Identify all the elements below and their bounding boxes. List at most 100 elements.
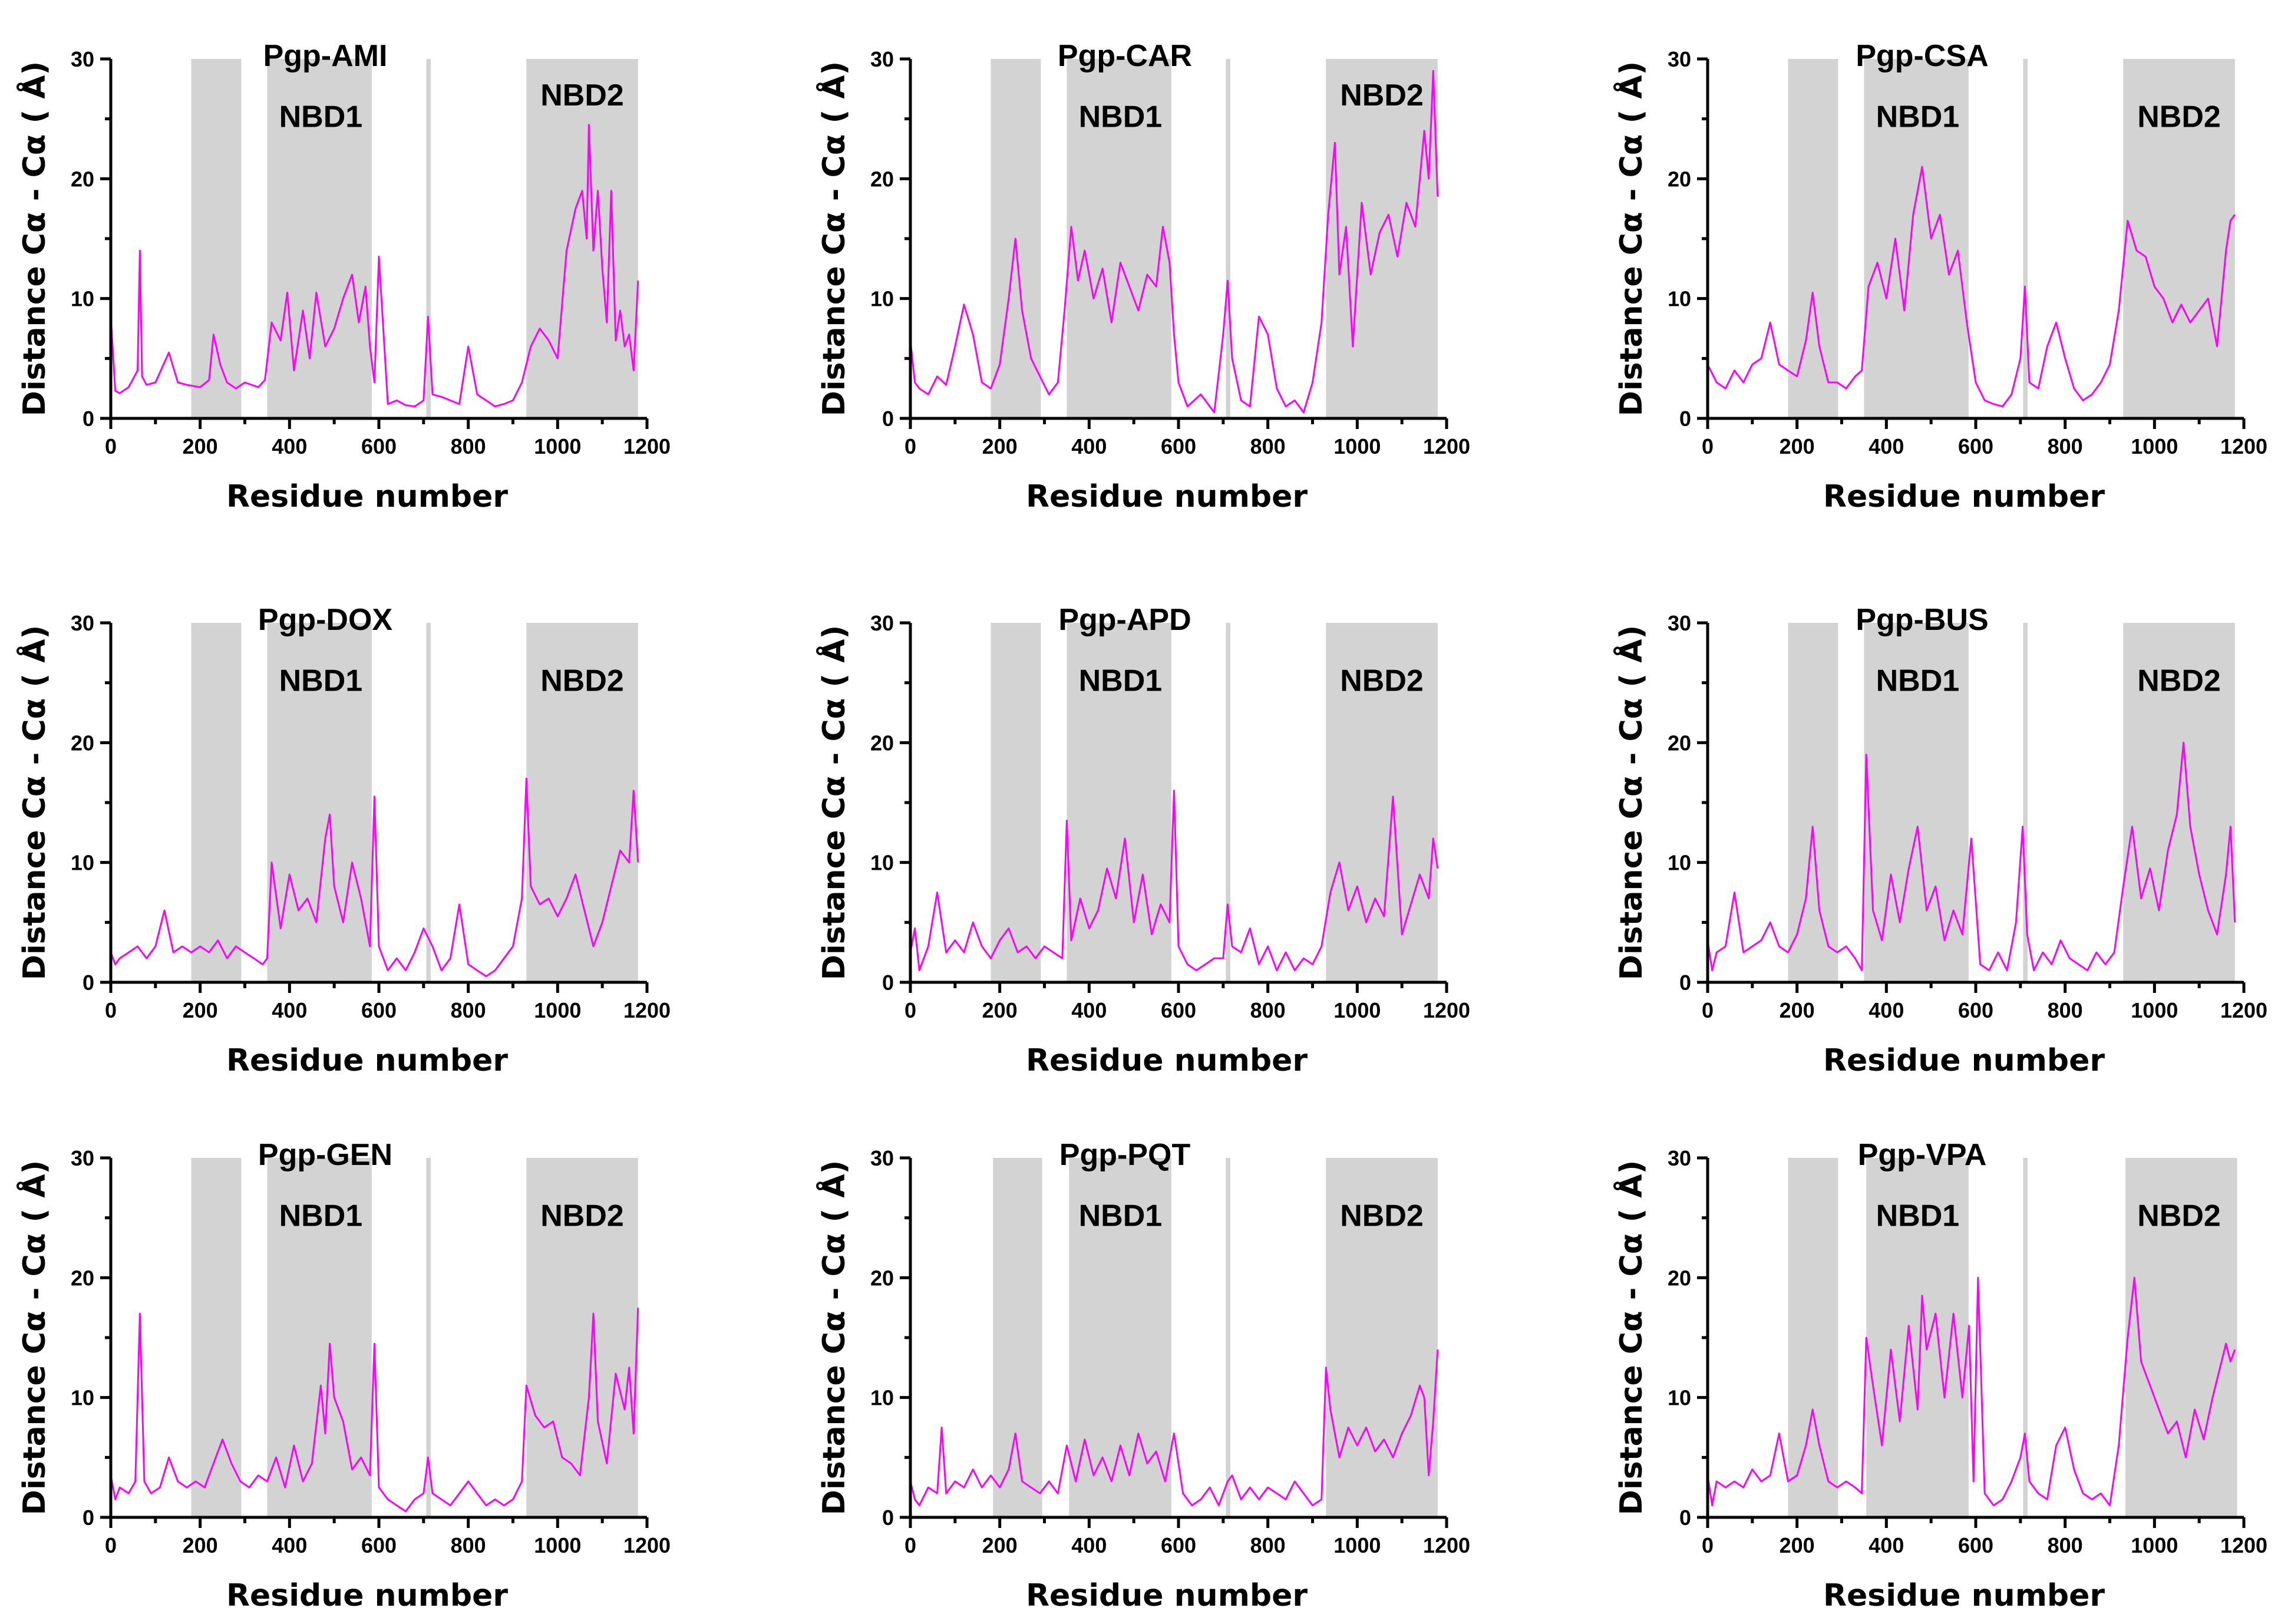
shaded-region bbox=[993, 1158, 1042, 1517]
x-tick-label: 800 bbox=[1250, 998, 1286, 1022]
region-label-nbd1: NBD1 bbox=[1079, 664, 1163, 698]
x-tick-label: 0 bbox=[105, 434, 117, 458]
panel-title: Pgp-CSA bbox=[1856, 39, 1988, 73]
panel-title: Pgp-AMI bbox=[263, 39, 388, 73]
shaded-region bbox=[426, 623, 431, 982]
shaded-region bbox=[1788, 59, 1838, 418]
y-tick-label: 20 bbox=[1668, 731, 1691, 755]
x-tick-label: 1000 bbox=[534, 434, 581, 458]
x-tick-label: 800 bbox=[1250, 434, 1286, 458]
x-tick-label: 200 bbox=[183, 1533, 218, 1557]
x-tick-label: 1000 bbox=[534, 998, 581, 1022]
x-axis-title: Residue number bbox=[226, 1578, 508, 1613]
shaded-region bbox=[1788, 623, 1838, 982]
shaded-region bbox=[2123, 623, 2235, 982]
panel-title: Pgp-BUS bbox=[1856, 603, 1988, 637]
x-axis-title: Residue number bbox=[1823, 1578, 2105, 1613]
y-tick-label: 20 bbox=[71, 1266, 94, 1290]
shaded-region bbox=[991, 623, 1041, 982]
y-tick-label: 0 bbox=[82, 407, 94, 431]
x-tick-label: 1200 bbox=[2220, 434, 2267, 458]
region-label-nbd2: NBD2 bbox=[2137, 1199, 2221, 1233]
shaded-region bbox=[1226, 59, 1230, 418]
y-tick-label: 10 bbox=[1668, 851, 1691, 875]
chart-panel-6: 0 200 400 600 800 1000 1200 0 10 20 30 Pgp-BUS NBD1 N… bbox=[1613, 603, 2267, 1078]
chart-panel-4: 0 200 400 600 800 1000 1200 0 10 20 30 Pgp-DOX NBD1 N… bbox=[16, 603, 671, 1078]
x-tick-label: 600 bbox=[361, 434, 397, 458]
y-tick-label: 20 bbox=[1668, 1266, 1691, 1290]
distance-trace-line bbox=[110, 1308, 639, 1513]
distance-trace-line bbox=[1706, 741, 2236, 972]
distance-trace-line bbox=[909, 1349, 1439, 1507]
x-tick-label: 400 bbox=[1869, 434, 1904, 458]
x-tick-label: 600 bbox=[1958, 998, 1993, 1022]
x-tick-label: 600 bbox=[1161, 434, 1196, 458]
x-tick-label: 800 bbox=[2048, 1533, 2083, 1557]
x-tick-label: 1200 bbox=[1423, 1533, 1470, 1557]
x-tick-label: 400 bbox=[1869, 998, 1904, 1022]
x-tick-label: 200 bbox=[1780, 1533, 1815, 1557]
panel-title: Pgp-GEN bbox=[258, 1138, 392, 1172]
x-axis-title: Residue number bbox=[1823, 1043, 2105, 1078]
shaded-region bbox=[1226, 623, 1230, 982]
x-tick-label: 1000 bbox=[2131, 434, 2178, 458]
x-tick-label: 400 bbox=[272, 434, 307, 458]
region-label-nbd1: NBD1 bbox=[279, 664, 363, 698]
chart-panel-8: 0 200 400 600 800 1000 1200 0 10 20 30 Pgp-PQT NBD1 N… bbox=[816, 1138, 1470, 1613]
y-tick-label: 0 bbox=[82, 1506, 94, 1530]
shaded-region bbox=[267, 1158, 372, 1517]
region-label-nbd2: NBD2 bbox=[540, 664, 624, 698]
shaded-region bbox=[267, 59, 372, 418]
x-tick-label: 600 bbox=[1958, 1533, 1993, 1557]
x-tick-label: 400 bbox=[1071, 998, 1107, 1022]
shaded-region bbox=[2125, 1158, 2237, 1517]
shaded-region bbox=[191, 623, 242, 982]
x-tick-label: 0 bbox=[1702, 1533, 1714, 1557]
y-tick-label: 0 bbox=[882, 971, 894, 995]
x-tick-label: 400 bbox=[1071, 1533, 1107, 1557]
y-tick-label: 0 bbox=[1679, 1506, 1691, 1530]
x-tick-label: 1200 bbox=[1423, 434, 1470, 458]
x-tick-label: 600 bbox=[361, 998, 397, 1022]
x-tick-label: 200 bbox=[1780, 998, 1815, 1022]
y-tick-label: 0 bbox=[882, 407, 894, 431]
x-tick-label: 1200 bbox=[1423, 998, 1470, 1022]
chart-panel-1: 0 200 400 600 800 1000 1200 0 10 20 30 Pgp-AMI NBD1 N… bbox=[16, 39, 671, 514]
y-tick-label: 0 bbox=[82, 971, 94, 995]
region-label-nbd2: NBD2 bbox=[1340, 78, 1424, 113]
x-tick-label: 600 bbox=[1958, 434, 1993, 458]
y-tick-label: 20 bbox=[1668, 167, 1691, 191]
x-tick-label: 1000 bbox=[1333, 434, 1381, 458]
y-tick-label: 30 bbox=[870, 611, 894, 635]
x-tick-label: 200 bbox=[183, 434, 218, 458]
distance-trace-line bbox=[1706, 166, 2236, 408]
region-label-nbd2: NBD2 bbox=[2137, 100, 2221, 134]
x-tick-label: 0 bbox=[105, 998, 117, 1022]
x-tick-label: 600 bbox=[1161, 1533, 1196, 1557]
x-tick-label: 1200 bbox=[623, 434, 671, 458]
x-tick-label: 400 bbox=[1071, 434, 1107, 458]
x-tick-label: 200 bbox=[1780, 434, 1815, 458]
x-tick-label: 0 bbox=[904, 1533, 916, 1557]
x-tick-label: 800 bbox=[2048, 998, 2083, 1022]
region-label-nbd2: NBD2 bbox=[1340, 1199, 1424, 1233]
x-axis-title: Residue number bbox=[226, 479, 508, 514]
y-tick-label: 20 bbox=[870, 1266, 894, 1290]
chart-panel-3: 0 200 400 600 800 1000 1200 0 10 20 30 Pgp-CSA NBD1 N… bbox=[1613, 39, 2267, 514]
shaded-region bbox=[1067, 623, 1171, 982]
shaded-region bbox=[1326, 1158, 1438, 1517]
x-tick-label: 200 bbox=[982, 998, 1018, 1022]
x-tick-label: 800 bbox=[2048, 434, 2083, 458]
y-tick-label: 10 bbox=[1668, 1386, 1691, 1410]
x-tick-label: 1000 bbox=[2131, 1533, 2178, 1557]
x-axis-title: Residue number bbox=[1026, 1578, 1308, 1613]
y-tick-label: 30 bbox=[1668, 1146, 1691, 1170]
region-label-nbd2: NBD2 bbox=[2137, 664, 2221, 698]
x-tick-label: 1000 bbox=[2131, 998, 2178, 1022]
y-tick-label: 0 bbox=[1679, 407, 1691, 431]
shaded-region bbox=[1067, 59, 1171, 418]
x-axis-title: Residue number bbox=[1026, 479, 1308, 514]
y-tick-label: 0 bbox=[1679, 971, 1691, 995]
y-tick-label: 10 bbox=[71, 1386, 94, 1410]
